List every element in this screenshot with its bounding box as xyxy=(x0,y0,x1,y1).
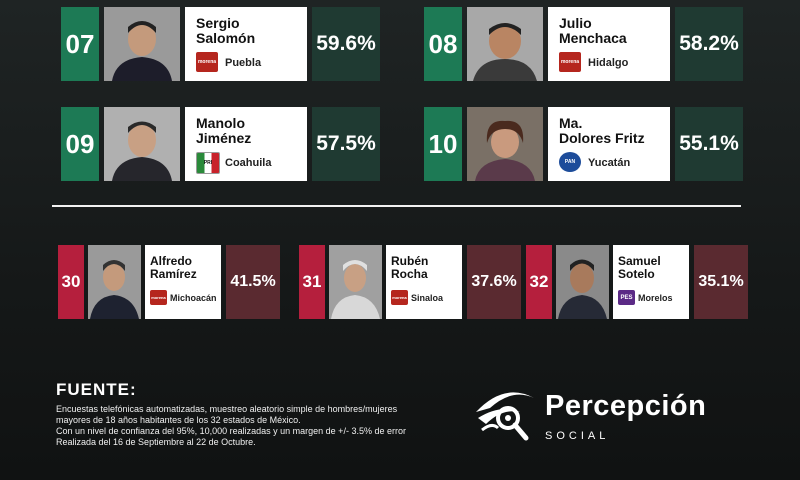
morena-logo-icon: morena xyxy=(150,290,167,305)
first-name: Ma. xyxy=(559,115,583,131)
candidate-card-07: 07 Sergio Salomón morena Puebla 59.6% xyxy=(61,7,382,81)
fuente-title: FUENTE: xyxy=(56,380,137,399)
state-label: Hidalgo xyxy=(588,57,629,69)
candidate-photo xyxy=(104,7,180,81)
first-name: Alfredo xyxy=(150,254,192,268)
approval-percentage: 35.1% xyxy=(694,245,748,319)
fuente-line: Encuestas telefónicas automatizadas, mue… xyxy=(56,404,398,414)
candidate-card-30: 30 Alfredo Ramírez morena Michoacán 41.5… xyxy=(58,245,280,319)
approval-percentage: 37.6% xyxy=(467,245,521,319)
approval-percentage: 59.6% xyxy=(312,7,380,81)
candidate-name: Ma. Dolores Fritz xyxy=(559,116,645,145)
candidate-name: Samuel Sotelo xyxy=(618,255,661,280)
candidate-photo xyxy=(329,245,382,319)
candidate-name: Sergio Salomón xyxy=(196,16,255,45)
rank-number: 09 xyxy=(61,107,99,181)
fuente-line: Con un nivel de confianza del 95%, 10,00… xyxy=(56,426,406,436)
last-name: Sotelo xyxy=(618,266,655,281)
candidate-info: Alfredo Ramírez morena Michoacán xyxy=(145,245,221,319)
candidate-card-10: 10 Ma. Dolores Fritz PAN Yucatán 55.1% xyxy=(424,107,745,181)
fuente-line: Realizada del 16 de Septiembre al 22 de … xyxy=(56,437,256,447)
first-name: Rubén xyxy=(391,254,429,268)
candidate-photo xyxy=(467,7,543,81)
fuente-line: mayores de 18 años habitantes de los 32 … xyxy=(56,415,301,425)
rank-number: 10 xyxy=(424,107,462,181)
approval-percentage: 57.5% xyxy=(312,107,380,181)
rank-number: 08 xyxy=(424,7,462,81)
state-label: Morelos xyxy=(638,293,673,303)
candidate-info: Rubén Rocha morena Sinaloa xyxy=(386,245,462,319)
candidate-photo xyxy=(556,245,609,319)
first-name: Julio xyxy=(559,15,592,31)
first-name: Sergio xyxy=(196,15,240,31)
state-label: Yucatán xyxy=(588,157,631,169)
candidate-name: Alfredo Ramírez xyxy=(150,255,197,280)
rank-number: 32 xyxy=(526,245,552,319)
last-name: Dolores Fritz xyxy=(559,129,645,146)
state-label: Sinaloa xyxy=(411,293,444,303)
state-label: Coahuila xyxy=(225,157,272,169)
last-name: Jiménez xyxy=(196,129,252,146)
morena-logo-icon: morena xyxy=(196,52,218,72)
candidate-name: Rubén Rocha xyxy=(391,255,428,280)
rank-number: 07 xyxy=(61,7,99,81)
candidate-photo xyxy=(104,107,180,181)
candidate-name: Manolo Jiménez xyxy=(196,116,251,145)
pes-logo-icon: PES xyxy=(618,290,635,305)
first-name: Samuel xyxy=(618,254,661,268)
approval-percentage: 55.1% xyxy=(675,107,743,181)
pan-logo-icon: PAN xyxy=(559,152,581,172)
brand-name: Percepción xyxy=(545,390,707,422)
last-name: Rocha xyxy=(391,266,428,281)
candidate-info: Manolo Jiménez PRI Coahuila xyxy=(185,107,307,181)
candidate-photo xyxy=(88,245,141,319)
morena-logo-icon: morena xyxy=(391,290,408,305)
approval-percentage: 58.2% xyxy=(675,7,743,81)
candidate-name: Julio Menchaca xyxy=(559,16,627,45)
state-label: Michoacán xyxy=(170,293,217,303)
last-name: Salomón xyxy=(196,29,256,46)
candidate-info: Ma. Dolores Fritz PAN Yucatán xyxy=(548,107,670,181)
candidate-card-32: 32 Samuel Sotelo PES Morelos 35.1% xyxy=(526,245,748,319)
rank-number: 30 xyxy=(58,245,84,319)
section-divider xyxy=(52,205,741,207)
candidate-info: Julio Menchaca morena Hidalgo xyxy=(548,7,670,81)
first-name: Manolo xyxy=(196,115,245,131)
eye-magnifier-logo-icon xyxy=(472,378,538,444)
candidate-info: Samuel Sotelo PES Morelos xyxy=(613,245,689,319)
pri-logo-icon: PRI xyxy=(196,152,220,174)
state-label: Puebla xyxy=(225,57,262,69)
candidate-info: Sergio Salomón morena Puebla xyxy=(185,7,307,81)
candidate-photo xyxy=(467,107,543,181)
candidate-card-09: 09 Manolo Jiménez PRI Coahuila 57.5% xyxy=(61,107,382,181)
morena-logo-icon: morena xyxy=(559,52,581,72)
rank-number: 31 xyxy=(299,245,325,319)
brand-subtitle: SOCIAL xyxy=(545,430,610,442)
last-name: Menchaca xyxy=(559,29,627,46)
candidate-card-31: 31 Rubén Rocha morena Sinaloa 37.6% xyxy=(299,245,521,319)
candidate-card-08: 08 Julio Menchaca morena Hidalgo 58.2% xyxy=(424,7,745,81)
last-name: Ramírez xyxy=(150,266,197,281)
approval-percentage: 41.5% xyxy=(226,245,280,319)
